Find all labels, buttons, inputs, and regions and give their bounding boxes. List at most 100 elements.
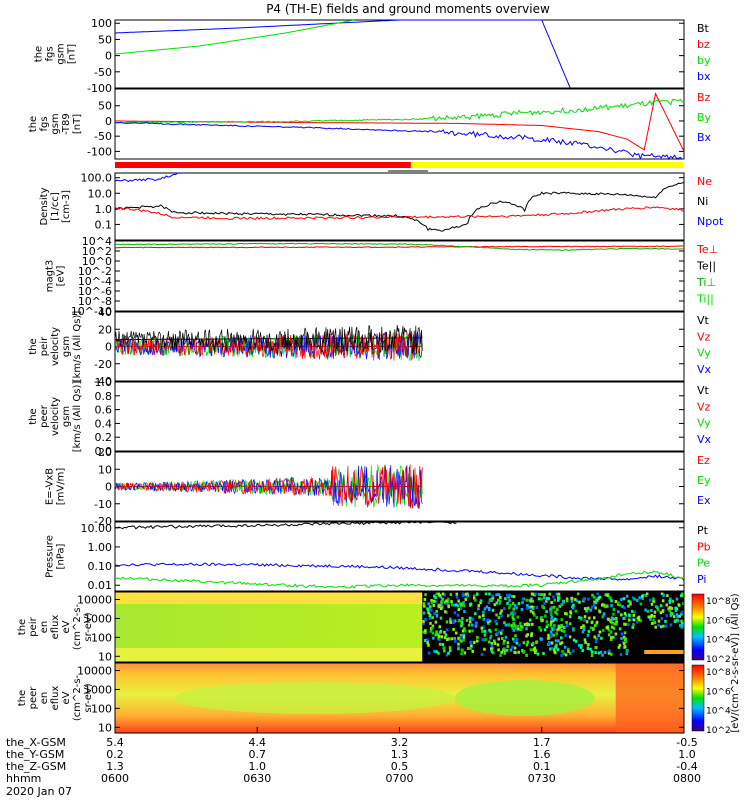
spec-pixel [606, 604, 609, 608]
spec-pixel [629, 600, 632, 604]
ylabel-line: (cm^2-s- [72, 674, 83, 721]
spec-pixel [480, 626, 484, 630]
spec-pixel [432, 636, 435, 640]
spec-pixel [593, 635, 596, 639]
spec-pixel [669, 597, 672, 601]
ytick-label: 100 [91, 702, 112, 715]
spec-pixel [540, 593, 543, 597]
ytick-label: -50 [94, 130, 112, 143]
spec-pixel [439, 595, 443, 599]
spec-pixel [460, 620, 464, 624]
spec-pixel [622, 597, 626, 601]
spec-pixel [668, 609, 671, 613]
spec-pixel [495, 622, 498, 626]
spec-pixel [538, 626, 541, 630]
spec-pixel [445, 653, 449, 657]
coord-value: 1.7 [533, 736, 551, 749]
spec-pixel [463, 629, 467, 633]
ytick-label: 10^0 [82, 255, 112, 268]
series-fgs-by [114, 19, 355, 55]
spec-pixel [506, 601, 509, 605]
spec-pixel [553, 623, 556, 627]
legend-Vz: Vz [697, 330, 711, 343]
spec-pixel [631, 625, 635, 629]
spec-pixel [422, 619, 425, 623]
spec-pixel [547, 636, 551, 640]
spec-pixel [513, 639, 516, 643]
spec-pixel [488, 592, 491, 596]
spec-pixel [483, 607, 487, 611]
spec-pixel [674, 609, 678, 613]
panel-peir_velocity: 40 20 0 -20 -40 the peir velocity gsm [km/s (All … [28, 306, 712, 388]
panel-peer_velocity: 1.00.80.60.40.20.0 the peer velocity gsm [km/… [28, 376, 712, 458]
spec-pixel [489, 634, 493, 638]
spec-pixel [612, 635, 615, 639]
spec-pixel [546, 623, 550, 627]
spec-pixel [588, 616, 591, 620]
spec-pixel [488, 598, 492, 602]
spec-pixel [527, 623, 531, 627]
spec-pixel [549, 647, 552, 651]
spec-pixel [568, 622, 572, 626]
spec-pixel [460, 624, 463, 628]
legend-Vx: Vx [697, 363, 712, 376]
spec-pixel [528, 618, 532, 622]
ylabel-line: fgs [45, 46, 56, 61]
spec-pixel [512, 617, 515, 621]
spec-pixel [531, 611, 535, 615]
spec-pixel [594, 640, 598, 644]
spec-pixel [609, 618, 613, 622]
spec-pixel [429, 605, 432, 609]
spec-pixel [424, 629, 427, 633]
spec-pixel [545, 599, 548, 603]
panel-pressure: 10.00 1.00 0.10 0.01 Pressure [nPa] Pt Pb Pe Pi [45, 521, 711, 592]
spec-pixel [434, 620, 438, 624]
spec-pixel [594, 606, 597, 610]
spec-pixel [460, 648, 464, 652]
spec-pixel [590, 650, 594, 654]
spec-pixel [447, 637, 451, 641]
spec-pixel [427, 602, 430, 606]
spec-pixel [672, 612, 675, 616]
spec-pixel [501, 636, 504, 640]
spec-pixel [612, 608, 616, 612]
spec-pixel [490, 650, 494, 654]
series-density-Ne [114, 206, 685, 220]
spec-pixel [435, 650, 438, 654]
spec-pixel [604, 605, 607, 609]
coord-value: 1.0 [249, 760, 267, 773]
spec-pixel [623, 645, 627, 649]
spec-pixel [459, 607, 463, 611]
spec-pixel [597, 634, 600, 638]
spec-pixel [428, 614, 432, 618]
spec-pixel [550, 633, 553, 637]
spec-pixel [467, 623, 471, 627]
spec-pixel [474, 598, 477, 602]
spec-pixel [639, 619, 642, 623]
spec-pixel [565, 620, 568, 624]
coord-value: 0.5 [391, 760, 409, 773]
spec-pixel [510, 594, 514, 598]
coord-value: 3.2 [391, 736, 409, 749]
spec-pixel [641, 594, 644, 598]
spec-pixel [446, 597, 450, 601]
spec-pixel [494, 619, 497, 623]
spec-pixel [549, 607, 552, 611]
ylabel-line: (cm^2-s- [72, 603, 83, 650]
time-axis: the_X-GSM 5.4 4.4 3.2 1.7 -0.5 the_Y-GSM 0.2 0.7… [6, 593, 741, 785]
ylabel-line: fgs [39, 116, 50, 131]
spec-pixel [552, 605, 556, 609]
legend-Ti⊥: Ti⊥ [696, 276, 716, 289]
spec-pixel [469, 620, 472, 624]
spec-pixel [550, 641, 554, 645]
spec-pixel [540, 615, 543, 619]
spec-pixel [542, 651, 545, 655]
spec-pixel [531, 592, 535, 596]
spec-pixel [611, 625, 614, 629]
spec-pixel [623, 637, 627, 641]
spec-pixel [659, 604, 663, 608]
spec-pixel [533, 646, 537, 650]
ylabel-line: peir [28, 616, 39, 636]
spec-pixel [481, 638, 484, 642]
